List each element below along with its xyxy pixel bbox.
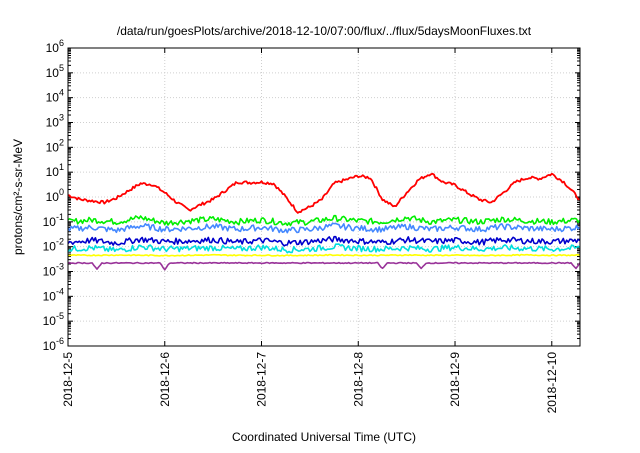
series-line (67, 243, 581, 254)
y-tick-label: 106 (46, 38, 64, 55)
y-axis-label: protons/cm²-s-sr-MeV (11, 139, 25, 255)
y-tick-label: 10-3 (43, 262, 64, 279)
series-line (67, 235, 581, 247)
y-ticks: 10-6 10-5 10-4 10-3 10-2 10-1 100 101 102 103 104 1… (43, 38, 580, 353)
y-tick-label: 10-1 (43, 212, 64, 229)
chart-title: /data/run/goesPlots/archive/2018-12-10/0… (117, 24, 532, 38)
series-line (67, 214, 581, 227)
y-tick-label: 100 (46, 187, 64, 204)
y-tick-label: 104 (46, 88, 64, 105)
y-tick-label: 102 (46, 137, 64, 154)
series-line (67, 253, 581, 257)
y-tick-label: 10-2 (43, 237, 64, 254)
series-line (67, 261, 581, 271)
x-tick-label: 2018-12-10 (545, 352, 559, 414)
plot-frame (67, 47, 581, 347)
y-tick-label: 10-6 (43, 336, 64, 353)
y-tick-label: 10-5 (43, 311, 64, 328)
y-tick-label: 103 (46, 113, 64, 130)
x-tick-label: 2018-12-7 (255, 352, 269, 407)
y-tick-label: 10-4 (43, 286, 64, 303)
x-tick-label: 2018-12-6 (158, 352, 172, 407)
series-line (67, 222, 581, 234)
x-tick-label: 2018-12-8 (351, 352, 365, 407)
y-tick-label: 101 (46, 162, 64, 179)
x-tick-label: 2018-12-9 (448, 352, 462, 407)
x-axis-label: Coordinated Universal Time (UTC) (232, 430, 416, 444)
x-tick-label: 2018-12-5 (61, 352, 75, 407)
series-group (67, 172, 581, 271)
series-line (67, 172, 580, 214)
y-tick-label: 105 (46, 63, 64, 80)
